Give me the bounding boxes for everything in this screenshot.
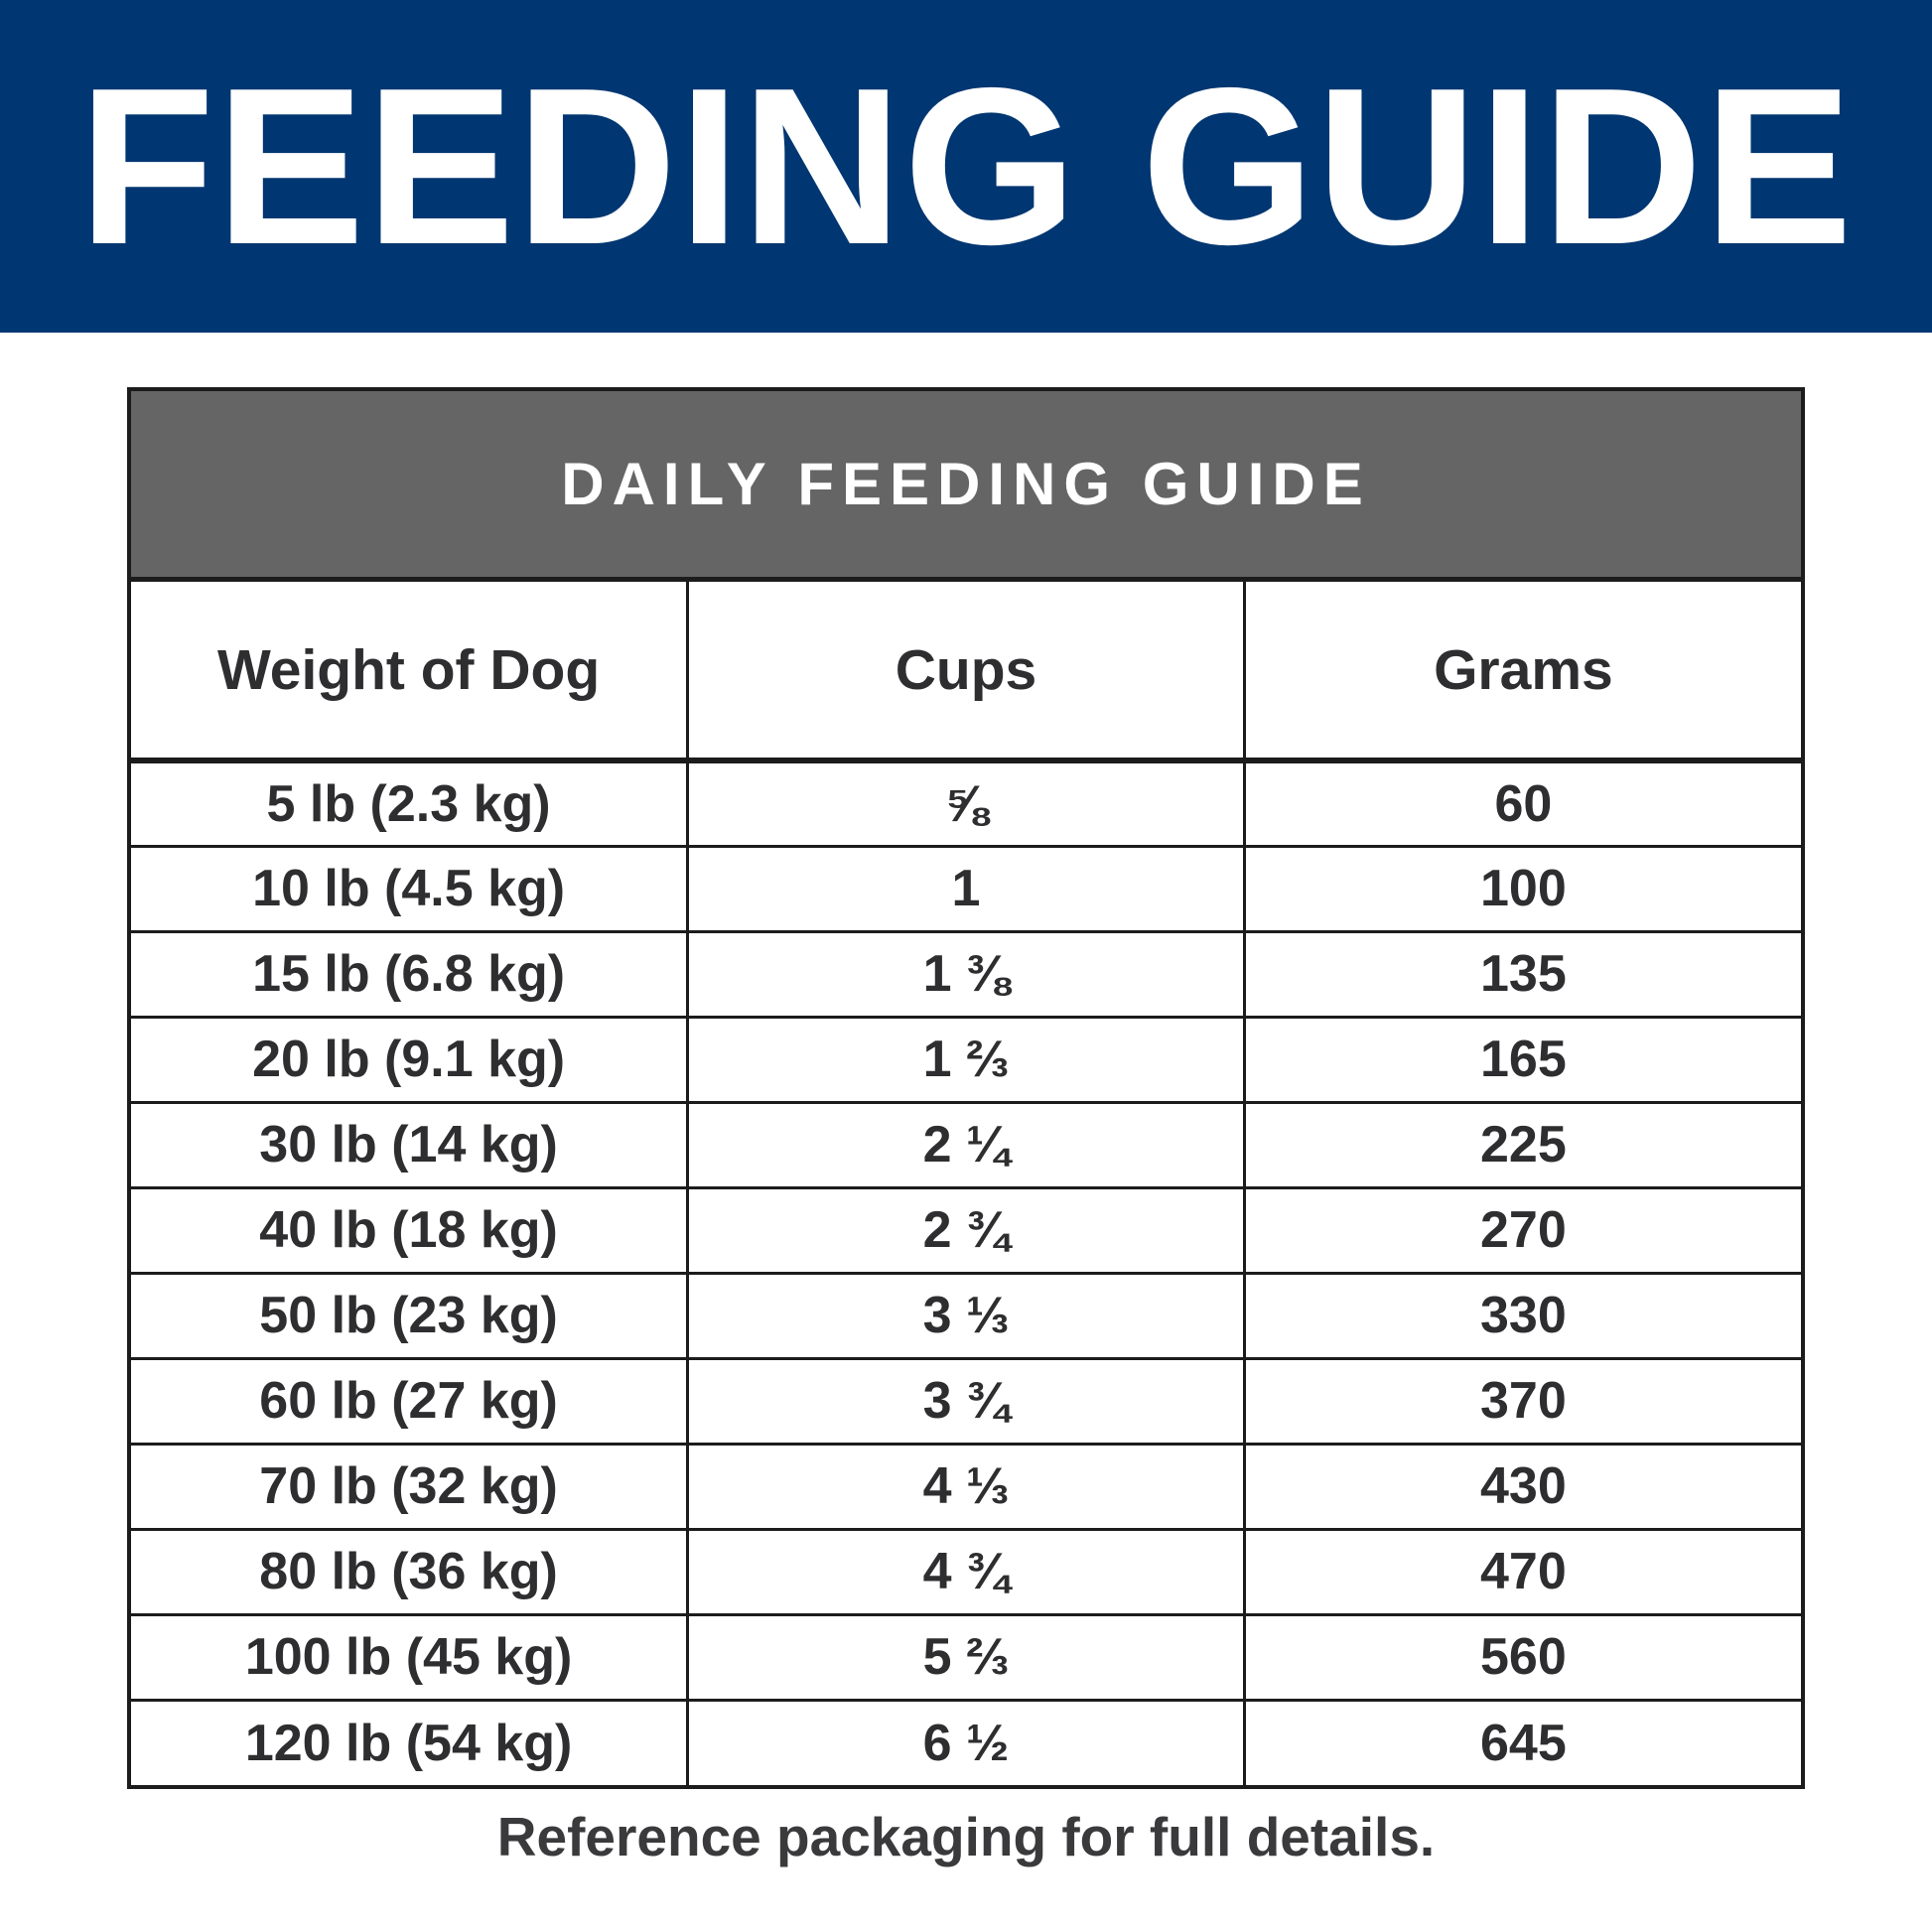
cups-cell: 1 ⅜	[687, 931, 1246, 1019]
grams-cell: 470	[1244, 1529, 1801, 1616]
cups-cell: 1	[687, 846, 1246, 933]
weight-cell: 60 lb (27 kg)	[131, 1358, 690, 1446]
weight-cell: 10 lb (4.5 kg)	[131, 846, 690, 933]
cups-cell: 4 ¾	[687, 1529, 1246, 1616]
table-row: 10 lb (4.5 kg) 1 100	[131, 846, 1801, 933]
grams-cell: 430	[1244, 1444, 1801, 1531]
grams-cell: 270	[1244, 1187, 1801, 1275]
daily-feeding-guide-panel: DAILY FEEDING GUIDE Weight of Dog Cups G…	[127, 387, 1805, 1789]
weight-cell: 50 lb (23 kg)	[131, 1273, 690, 1360]
table-row: 30 lb (14 kg) 2 ¼ 225	[131, 1102, 1801, 1189]
weight-cell: 15 lb (6.8 kg)	[131, 931, 690, 1019]
cups-cell: 2 ¾	[687, 1187, 1246, 1275]
table-row: 100 lb (45 kg) 5 ⅔ 560	[131, 1614, 1801, 1702]
table-row: 80 lb (36 kg) 4 ¾ 470	[131, 1529, 1801, 1616]
section-title: DAILY FEEDING GUIDE	[561, 451, 1371, 517]
page-title: FEEDING GUIDE	[77, 41, 1855, 291]
footer-note: Reference packaging for full details.	[496, 1806, 1436, 1867]
cups-cell: 4 ⅓	[687, 1444, 1246, 1531]
feeding-table: Weight of Dog Cups Grams 5 lb (2.3 kg) ⅝…	[131, 582, 1801, 1785]
weight-cell: 20 lb (9.1 kg)	[131, 1017, 690, 1104]
weight-cell: 100 lb (45 kg)	[131, 1614, 690, 1702]
table-row: 70 lb (32 kg) 4 ⅓ 430	[131, 1444, 1801, 1531]
cups-cell: 3 ¾	[687, 1358, 1246, 1446]
grams-cell: 560	[1244, 1614, 1801, 1702]
grams-cell: 645	[1480, 1714, 1567, 1772]
weight-cell: 70 lb (32 kg)	[131, 1444, 690, 1531]
cups-cell: 6 ½	[687, 1700, 1246, 1785]
section-header-bar: DAILY FEEDING GUIDE	[131, 391, 1801, 582]
cups-cell: 3 ⅓	[687, 1273, 1246, 1360]
grams-cell: 370	[1244, 1358, 1801, 1446]
column-header-grams: Grams	[1244, 582, 1801, 763]
grams-cell: 100	[1244, 846, 1801, 933]
table-row: 50 lb (23 kg) 3 ⅓ 330	[131, 1273, 1801, 1360]
weight-cell: 40 lb (18 kg)	[131, 1187, 690, 1275]
column-header-weight: Weight of Dog	[131, 582, 690, 763]
grams-cell: 135	[1244, 931, 1801, 1019]
cups-cell: ⅝	[687, 760, 1246, 848]
table-row: 5 lb (2.3 kg) ⅝ 60	[131, 760, 1801, 848]
table-row: 120 lb (54 kg) 6 ½ 645	[131, 1700, 1801, 1785]
weight-cell: 30 lb (14 kg)	[131, 1102, 690, 1189]
table-row: 40 lb (18 kg) 2 ¾ 270	[131, 1187, 1801, 1275]
table-row: 60 lb (27 kg) 3 ¾ 370	[131, 1358, 1801, 1446]
table-row: 15 lb (6.8 kg) 1 ⅜ 135	[131, 931, 1801, 1019]
title-banner: FEEDING GUIDE	[0, 0, 1932, 333]
weight-cell: 5 lb (2.3 kg)	[131, 760, 690, 848]
grams-cell: 330	[1244, 1273, 1801, 1360]
table-header-row: Weight of Dog Cups Grams	[131, 582, 1801, 763]
grams-cell: 225	[1244, 1102, 1801, 1189]
grams-cell: 165	[1244, 1017, 1801, 1104]
cups-cell: 1 ⅔	[687, 1017, 1246, 1104]
weight-cell: 120 lb (54 kg)	[131, 1700, 690, 1785]
cups-cell: 5 ⅔	[687, 1614, 1246, 1702]
grams-cell: 60	[1244, 760, 1801, 848]
column-header-cups: Cups	[687, 582, 1246, 763]
cups-cell: 2 ¼	[687, 1102, 1246, 1189]
table-row: 20 lb (9.1 kg) 1 ⅔ 165	[131, 1017, 1801, 1104]
weight-cell: 80 lb (36 kg)	[131, 1529, 690, 1616]
